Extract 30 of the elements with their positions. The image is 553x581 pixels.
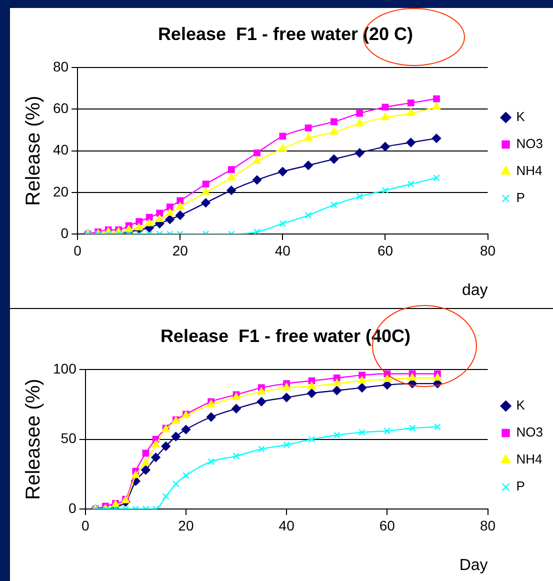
x-tick-label: 20 <box>178 517 194 534</box>
x-tick-label: 20 <box>172 242 188 258</box>
legend-label: K <box>516 109 526 124</box>
legend-label: K <box>516 398 526 413</box>
y-axis-title: Release (%) <box>22 96 45 206</box>
x-tick-label: 0 <box>81 517 90 534</box>
x-tick-label: 60 <box>379 517 396 534</box>
x-tick-label: 80 <box>480 242 496 258</box>
x-tick-label: 60 <box>377 242 394 258</box>
legend-label: NO3 <box>516 136 544 152</box>
y-tick-label: 80 <box>52 58 69 74</box>
y-tick-label: 100 <box>53 360 77 376</box>
x-tick-label: 80 <box>480 517 496 534</box>
y-tick-label: 50 <box>60 430 77 446</box>
y-tick-label: 20 <box>52 183 69 200</box>
chart-title: Release F1 - free water (20 C) <box>158 24 414 44</box>
y-tick-label: 60 <box>52 100 69 116</box>
x-tick-label: 40 <box>274 242 291 258</box>
legend-label: P <box>516 190 525 206</box>
y-tick-label: 0 <box>60 224 69 241</box>
legend-label: NH4 <box>516 452 542 467</box>
x-axis-title: day <box>462 282 488 299</box>
x-tick-label: 40 <box>278 517 295 534</box>
x-axis-title: Day <box>459 556 488 574</box>
y-tick-label: 0 <box>68 500 77 516</box>
y-axis-title: Releasee (%) <box>22 378 45 500</box>
legend-label: P <box>516 478 525 494</box>
legend-label: NO3 <box>516 424 544 440</box>
legend-label: NH4 <box>516 163 542 178</box>
y-tick-label: 40 <box>52 142 69 158</box>
